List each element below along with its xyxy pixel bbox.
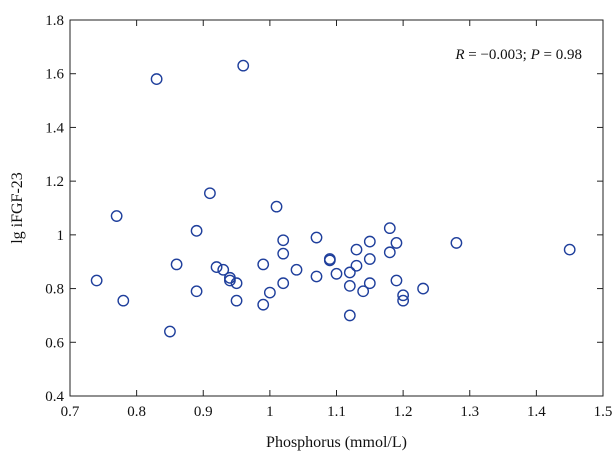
plot-area: 0.7 0.8 0.9 1 1.1 1.2 1.3 1.4 1.5 0.4 0.6 0.8 1 1.2 1.… [45, 13, 612, 420]
data-point [417, 282, 430, 295]
annotation-r-symbol: R [454, 47, 464, 63]
data-point [310, 231, 323, 244]
y-tick-label: 1.6 [45, 67, 64, 83]
x-tick-label: 1 [266, 404, 274, 420]
annotation-r-value: = −0.003; [465, 47, 531, 63]
data-point [217, 263, 230, 276]
plot-frame [69, 19, 604, 397]
annotation-p-symbol: P [530, 47, 540, 63]
x-tick-label: 1.5 [594, 404, 613, 420]
data-point [290, 263, 303, 276]
y-tick-label: 1.2 [45, 174, 64, 190]
data-point [390, 274, 403, 287]
x-tick-label: 0.9 [194, 404, 213, 420]
data-point [237, 59, 250, 72]
data-point [363, 253, 376, 265]
y-axis-label: lg iFGF-23 [9, 172, 26, 244]
data-point [363, 277, 376, 290]
y-tick-label: 1.8 [45, 13, 64, 29]
y-tick-label: 0.4 [45, 389, 64, 405]
data-point [210, 261, 223, 273]
annotation-p-value: = 0.98 [540, 47, 582, 63]
data-point [357, 285, 370, 298]
x-tick-label: 1.3 [460, 404, 479, 420]
data-point [563, 243, 576, 256]
correlation-annotation: R = −0.003; P = 0.98 [454, 47, 582, 63]
data-point [383, 246, 396, 259]
x-tick-label: 0.7 [61, 404, 80, 420]
data-point [350, 259, 363, 272]
data-point [90, 274, 103, 287]
y-tick-label: 1 [57, 228, 65, 244]
data-point [277, 277, 290, 290]
data-point [310, 270, 323, 283]
data-point [150, 73, 163, 85]
data-point [270, 200, 283, 213]
data-point [323, 254, 336, 267]
data-point [397, 294, 410, 307]
data-point [330, 267, 343, 280]
data-point [110, 210, 123, 222]
data-point [363, 235, 376, 248]
data-point [190, 224, 203, 237]
data-point [204, 187, 216, 200]
data-point [117, 294, 130, 307]
y-tick-label: 0.6 [45, 335, 64, 351]
data-point [164, 325, 176, 338]
data-point [223, 274, 236, 287]
data-point [397, 289, 410, 302]
data-point [343, 309, 356, 322]
data-point [343, 279, 356, 292]
x-tick-label: 1.2 [394, 404, 413, 420]
x-tick-label: 1.1 [327, 404, 346, 420]
data-point [257, 298, 270, 311]
data-point [350, 243, 363, 256]
data-point [230, 277, 243, 290]
data-point [190, 285, 203, 298]
y-tick-label: 0.8 [45, 282, 64, 298]
data-point [383, 222, 396, 235]
data-point [277, 247, 290, 260]
data-point [450, 237, 463, 249]
data-point [390, 237, 403, 249]
x-tick-label: 1.4 [527, 404, 546, 420]
data-point [277, 234, 290, 247]
data-point [230, 294, 243, 307]
y-tick-label: 1.4 [45, 120, 64, 136]
x-axis-label: Phosphorus (mmol/L) [266, 434, 407, 451]
data-point [343, 266, 356, 279]
data-point [170, 258, 183, 271]
x-tick-label: 0.8 [127, 404, 146, 420]
data-point [263, 286, 276, 299]
data-point [257, 258, 270, 271]
